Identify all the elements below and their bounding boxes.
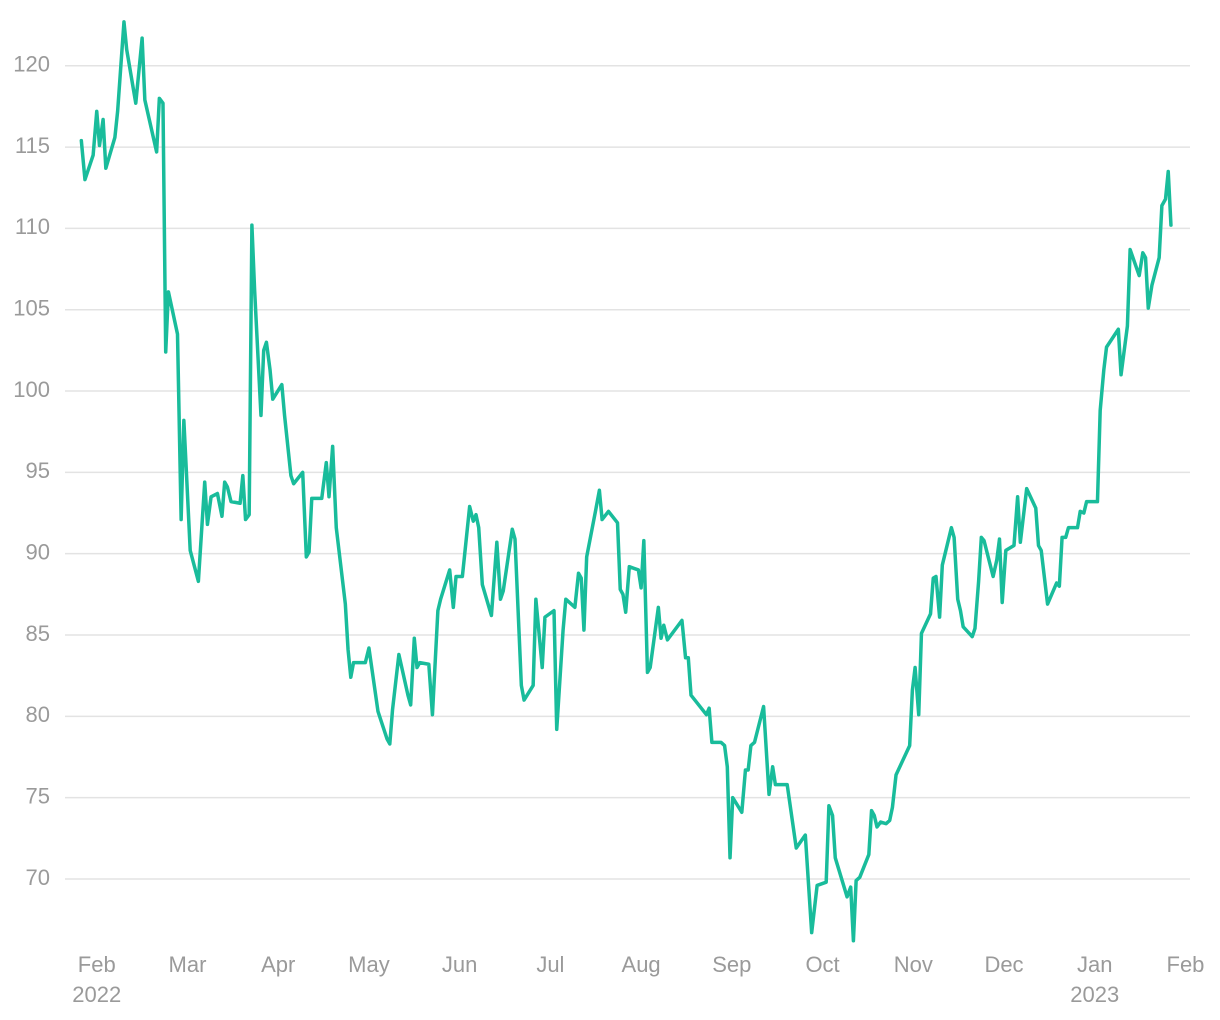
y-tick-label: 120 (13, 52, 50, 77)
y-tick-label: 95 (26, 458, 50, 483)
y-tick-label: 105 (13, 296, 50, 321)
x-tick-label: May (348, 952, 390, 977)
x-tick-label: Dec (984, 952, 1023, 977)
x-tick-label: Apr (261, 952, 295, 977)
y-tick-label: 115 (15, 133, 50, 158)
x-tick-label: Sep (712, 952, 751, 977)
y-tick-label: 110 (15, 214, 50, 239)
y-tick-label: 85 (26, 621, 50, 646)
x-tick-label: Jul (536, 952, 564, 977)
y-tick-label: 70 (26, 865, 50, 890)
y-tick-label: 100 (13, 377, 50, 402)
x-tick-label: Nov (894, 952, 933, 977)
y-tick-label: 75 (26, 783, 50, 808)
x-year-label: 2023 (1070, 982, 1119, 1007)
y-tick-label: 90 (26, 539, 50, 564)
x-tick-label: Mar (169, 952, 207, 977)
x-tick-label: Jan (1077, 952, 1112, 977)
price-line (79, 20, 1173, 943)
x-tick-label: Feb (1167, 952, 1205, 977)
x-tick-label: Aug (622, 952, 661, 977)
x-tick-label: Feb (78, 952, 116, 977)
x-tick-label: Jun (442, 952, 477, 977)
x-year-label: 2022 (72, 982, 121, 1007)
x-tick-label: Oct (805, 952, 839, 977)
y-tick-label: 80 (26, 702, 50, 727)
